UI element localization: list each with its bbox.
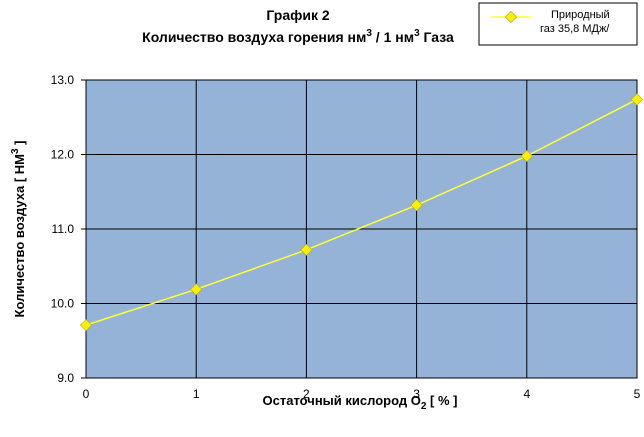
y-axis-label-end: ] — [12, 141, 27, 149]
subtitle-sup1: 3 — [366, 28, 372, 39]
x-tick-label: 3 — [413, 387, 420, 401]
data-point — [79, 319, 93, 332]
y-axis-label: Количество воздуха [ НМ3 ] — [10, 141, 27, 318]
y-tick-label: 10.0 — [51, 297, 75, 311]
x-tick-label: 5 — [634, 387, 641, 401]
data-point — [520, 149, 533, 163]
x-tick-label: 1 — [193, 387, 200, 401]
legend-label-line2: газ 35,8 МДж/ — [540, 23, 610, 35]
x-axis-label-main: Остаточный кислород O — [263, 393, 421, 408]
y-axis-ticks: 9.0 10.0 11.0 12.0 13.0 — [51, 73, 75, 385]
y-tick-label: 11.0 — [52, 222, 75, 236]
series-line — [85, 98, 638, 326]
x-axis-ticks: 0 1 2 3 4 5 — [83, 387, 641, 401]
y-tick-label: 13.0 — [51, 73, 75, 87]
legend-label-line1: Природный — [551, 9, 610, 21]
legend: Природный газ 35,8 МДж/ — [478, 2, 638, 46]
y-tick-label: 9.0 — [57, 371, 74, 385]
y-tick-label: 12.0 — [51, 148, 75, 162]
chart-title: График 2 — [266, 7, 329, 23]
chart-subtitle: Количество воздуха горения нм3 / 1 нм3 Г… — [142, 28, 454, 45]
x-tick-label: 4 — [523, 387, 530, 401]
subtitle-end: Газа — [420, 29, 454, 45]
y-axis-label-main: Количество воздуха [ НМ — [12, 154, 27, 317]
data-point — [630, 93, 644, 106]
x-axis-label: Остаточный кислород O2 [ % ] — [263, 393, 458, 412]
subtitle-main: Количество воздуха горения нм — [142, 29, 366, 45]
legend-marker — [504, 10, 518, 24]
x-tick-label: 0 — [83, 387, 90, 401]
subtitle-mid: / 1 нм — [372, 29, 414, 45]
x-axis-label-end: [ % ] — [426, 393, 457, 408]
y-axis-label-sup: 3 — [10, 148, 21, 154]
legend-box — [478, 2, 638, 46]
series-group — [79, 93, 644, 332]
x-axis-label-sub: 2 — [421, 401, 427, 412]
subtitle-sup2: 3 — [414, 28, 420, 39]
data-point — [190, 283, 203, 296]
data-point — [300, 243, 313, 256]
x-tick-label: 2 — [303, 387, 310, 401]
data-point — [410, 199, 423, 212]
